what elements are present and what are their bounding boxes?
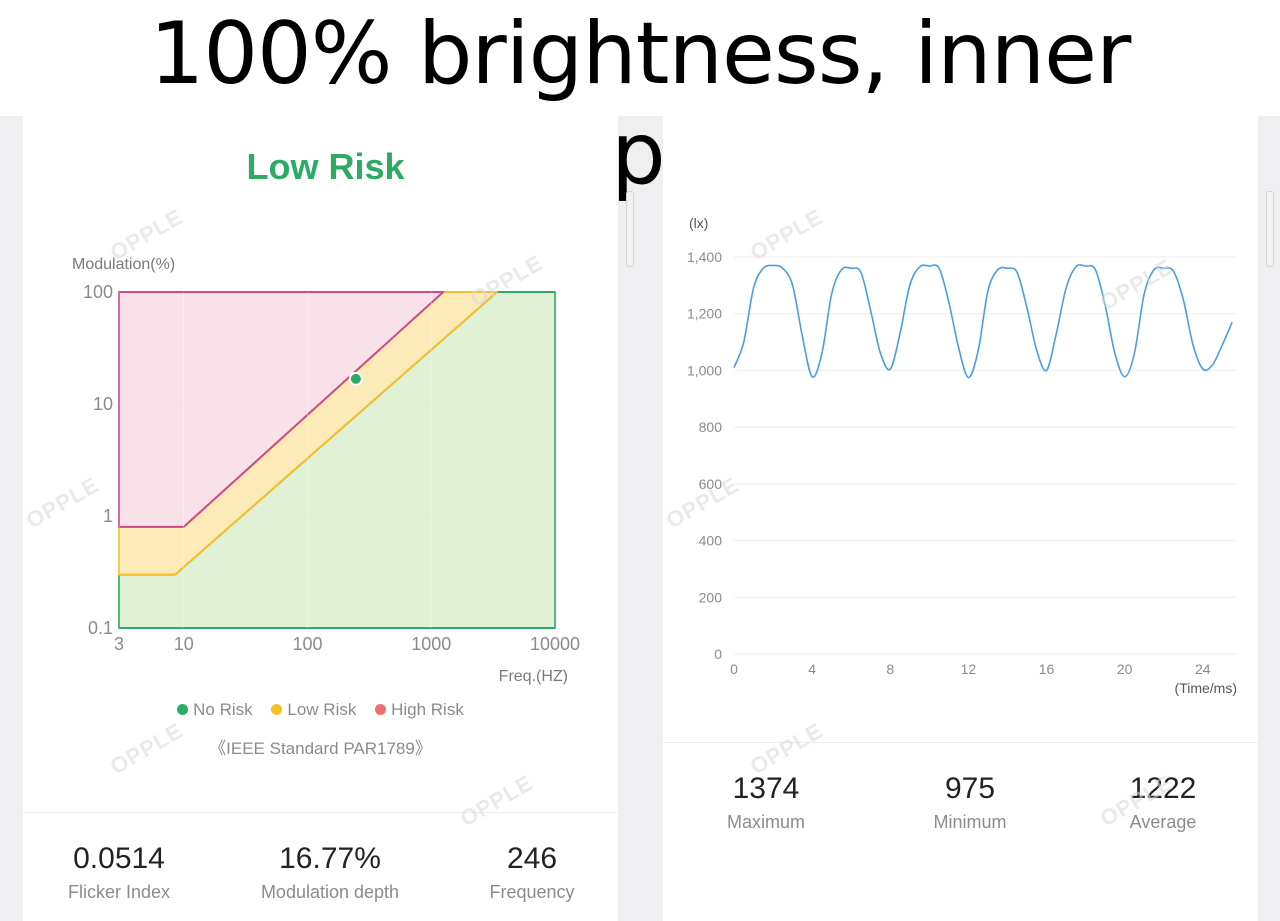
- x-tick-label: 10000: [530, 634, 580, 654]
- stat-maximum-label: Maximum: [726, 812, 805, 832]
- y-tick-label: 10: [93, 394, 113, 414]
- illuminance-panel: 1,400 1,200 1,000 800 600 400 200 0 0 4 8 12 16 20 24 (…: [662, 116, 1258, 921]
- x-tick-label: 100: [292, 634, 322, 654]
- stat-modulation-depth-label: Modulation depth: [260, 882, 400, 902]
- y-tick-label: 400: [699, 533, 723, 549]
- y-tick-label: 1: [103, 506, 113, 526]
- legend-no-risk: No Risk: [177, 700, 253, 720]
- legend-low-risk: Low Risk: [271, 700, 356, 720]
- y-tick-label: 200: [699, 589, 723, 605]
- flicker-risk-panel: Low Risk 3 10 100 1000 10000 100 10 1 0.1 Modulat…: [22, 116, 618, 921]
- illuminance-chart: 1,400 1,200 1,000 800 600 400 200 00 4 8 12 16 20 24 (…: [687, 215, 1237, 696]
- y-tick-label: 100: [83, 282, 113, 302]
- y-tick-label: 1,200: [687, 306, 722, 322]
- x-axis-label: (Time/ms): [1175, 680, 1237, 696]
- legend-high-risk: High Risk: [375, 700, 464, 720]
- x-tick-label: 12: [961, 661, 977, 677]
- stat-average-value: 1222: [1129, 772, 1197, 805]
- watermark: OPPLE: [455, 769, 538, 832]
- x-tick-label: 10: [174, 634, 194, 654]
- stat-maximum-value: 1374: [732, 772, 800, 805]
- legend-high-risk-label: High Risk: [391, 700, 464, 719]
- stat-flicker-index-label: Flicker Index: [67, 882, 171, 902]
- stat-minimum-label: Minimum: [933, 812, 1007, 832]
- legend-low-risk-label: Low Risk: [287, 700, 357, 719]
- stat-minimum: 975 Minimum: [880, 772, 1060, 833]
- x-tick-label: 8: [886, 661, 894, 677]
- risk-status-title: Low Risk: [246, 146, 405, 187]
- legend-no-risk-label: No Risk: [193, 700, 253, 719]
- stat-average: 1222 Average: [1073, 772, 1253, 833]
- y-axis-label: (lx): [689, 215, 708, 231]
- right-scrollbar-thumb[interactable]: [1266, 191, 1274, 267]
- risk-chart: 3 10 100 1000 10000 100 10 1 0.1 Modulation(%) Fre…: [72, 256, 580, 685]
- stat-frequency-label: Frequency: [489, 882, 575, 902]
- y-tick-label: 0: [714, 646, 722, 662]
- y-tick-label: 800: [699, 419, 723, 435]
- legend-low-risk-dot: [271, 704, 283, 715]
- x-tick-label: 1000: [411, 634, 451, 654]
- legend-high-risk-dot: [375, 704, 387, 715]
- x-tick-label: 0: [730, 661, 738, 677]
- stat-average-label: Average: [1129, 812, 1197, 832]
- y-tick-label: 1,400: [687, 249, 722, 265]
- risk-legend: No Risk Low Risk High Risk: [23, 700, 618, 720]
- stat-flicker-index-value: 0.0514: [73, 842, 165, 875]
- x-axis-label: Freq.(HZ): [499, 668, 568, 685]
- stat-modulation-depth: 16.77% Modulation depth: [230, 842, 430, 903]
- x-tick-label: 3: [114, 634, 124, 654]
- x-tick-label: 16: [1039, 661, 1055, 677]
- high-risk-region: [118, 291, 445, 528]
- standard-reference: 《IEEE Standard PAR1789》: [209, 739, 432, 758]
- stat-frequency-value: 246: [506, 842, 558, 875]
- right-stats-divider: [663, 742, 1258, 743]
- left-scrollbar-thumb[interactable]: [626, 191, 634, 267]
- watermark: OPPLE: [745, 717, 828, 780]
- legend-no-risk-dot: [177, 704, 189, 715]
- stat-maximum: 1374 Maximum: [676, 772, 856, 833]
- measurement-point: [348, 371, 363, 386]
- y-axis-label: Modulation(%): [72, 256, 175, 273]
- y-tick-label: 0.1: [88, 618, 113, 638]
- left-stats-divider: [23, 812, 618, 813]
- stat-flicker-index: 0.0514 Flicker Index: [29, 842, 209, 903]
- x-tick-label: 24: [1195, 661, 1211, 677]
- heading-bar: 100% brightness, inner display: [0, 0, 1280, 204]
- stat-modulation-depth-value: 16.77%: [279, 842, 381, 875]
- y-tick-label: 600: [699, 476, 723, 492]
- illuminance-line: [733, 264, 1233, 379]
- x-tick-label: 20: [1117, 661, 1133, 677]
- stat-minimum-value: 975: [944, 772, 996, 805]
- x-tick-label: 4: [808, 661, 816, 677]
- y-tick-label: 1,000: [687, 362, 722, 378]
- stat-frequency: 246 Frequency: [442, 842, 622, 903]
